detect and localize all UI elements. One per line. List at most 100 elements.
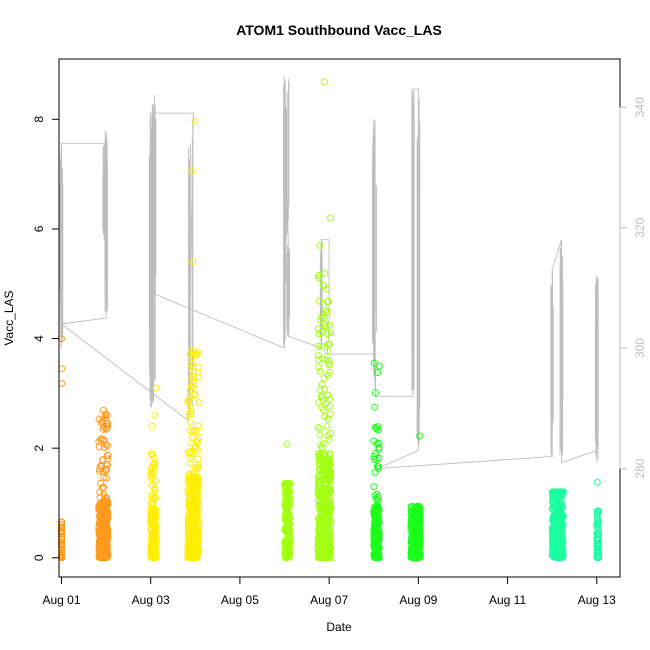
series-2: [281, 78, 335, 562]
data-point: [190, 554, 198, 562]
data-point: [325, 487, 333, 494]
data-point: [324, 491, 332, 499]
data-point: [549, 517, 557, 525]
y-axis: 0 2 4 6 8: [32, 116, 59, 561]
data-point: [318, 342, 326, 350]
data-point: [194, 455, 202, 463]
data-point: [375, 505, 383, 513]
data-point: [151, 546, 159, 554]
series-3: [370, 359, 424, 562]
data-point: [594, 517, 602, 525]
data-point: [187, 407, 195, 415]
data-point: [370, 437, 378, 445]
data-point: [99, 468, 107, 476]
series-1-cluster-1: [184, 117, 203, 562]
data-point: [95, 438, 103, 446]
data-point: [416, 542, 424, 550]
data-point: [415, 543, 423, 550]
data-point: [595, 507, 602, 515]
data-point: [374, 528, 382, 536]
data-point: [149, 539, 157, 546]
data-point: [281, 502, 289, 510]
data-point: [147, 473, 155, 481]
data-point: [100, 436, 108, 444]
data-point: [548, 548, 556, 556]
data-point: [555, 533, 562, 541]
data-point: [324, 519, 332, 527]
data-point: [102, 542, 110, 550]
data-point: [284, 551, 292, 559]
data-point: [194, 349, 202, 357]
data-point: [189, 373, 197, 381]
secondary-trace-burst: [286, 244, 291, 336]
outlier-point: [188, 167, 196, 175]
data-point: [316, 477, 324, 485]
x-tick-label: Aug 03: [132, 593, 170, 607]
data-point: [318, 467, 326, 474]
data-point: [150, 517, 158, 525]
outlier-point: [58, 380, 66, 387]
outlier-point: [370, 359, 378, 367]
data-point: [371, 516, 379, 524]
data-point: [371, 403, 379, 411]
data-point: [322, 322, 330, 330]
points-layer: [58, 78, 603, 562]
series-1-cluster-0: [147, 384, 160, 562]
data-point: [315, 484, 323, 492]
data-point: [374, 496, 382, 504]
data-point: [554, 511, 562, 519]
data-point: [323, 422, 331, 430]
data-point: [375, 455, 383, 462]
data-point: [319, 535, 327, 543]
data-point: [323, 285, 331, 293]
data-point: [150, 548, 158, 556]
data-point: [187, 419, 195, 427]
secondary-trace-burst: [59, 149, 64, 346]
data-point: [320, 406, 327, 414]
data-point: [99, 530, 106, 538]
data-point: [148, 509, 156, 517]
data-point: [325, 340, 333, 348]
data-point: [314, 542, 322, 550]
secondary-trace-burst: [594, 278, 599, 460]
secondary-y-tick-label: 320: [633, 217, 647, 237]
data-point: [99, 499, 107, 506]
series-1: [147, 117, 203, 562]
data-point: [95, 443, 103, 451]
data-point: [147, 493, 155, 501]
series-4-cluster-0: [548, 488, 567, 562]
data-point: [326, 466, 334, 474]
data-point: [151, 524, 159, 532]
data-point: [318, 444, 326, 452]
secondary-trace-burst: [283, 78, 290, 240]
data-point: [192, 506, 199, 513]
data-point: [285, 537, 293, 545]
secondary-y-tick-label: 300: [633, 338, 647, 358]
data-point: [185, 396, 193, 404]
data-point: [556, 531, 564, 539]
secondary-trace-burst: [373, 120, 378, 390]
data-point: [549, 495, 557, 503]
data-point: [374, 536, 382, 544]
data-point: [194, 461, 202, 469]
data-point: [147, 450, 155, 458]
data-point: [558, 520, 566, 528]
data-point: [283, 509, 291, 517]
outlier-point: [148, 422, 156, 430]
data-point: [191, 445, 199, 452]
data-point: [100, 444, 108, 451]
series-3-cluster-1: [407, 432, 424, 562]
data-point: [285, 515, 293, 523]
data-point: [324, 298, 331, 306]
secondary-trace-burst: [416, 97, 421, 446]
data-point: [371, 389, 379, 397]
outlier-point: [103, 411, 111, 419]
data-point: [326, 483, 334, 491]
data-point: [195, 495, 202, 503]
data-point: [324, 371, 332, 379]
data-point: [407, 518, 415, 526]
data-point: [284, 516, 292, 524]
outlier-point: [316, 241, 324, 249]
data-point: [316, 536, 323, 544]
